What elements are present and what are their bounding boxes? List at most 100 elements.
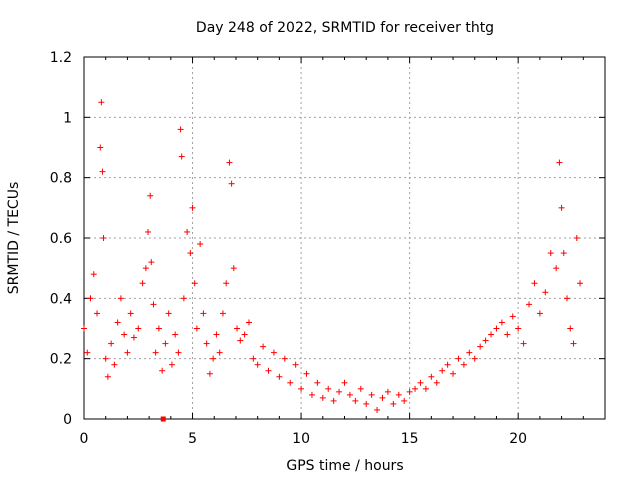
data-point [165, 310, 172, 317]
data-point [346, 391, 353, 398]
data-point [379, 394, 386, 401]
y-tick-label: 0 [63, 412, 72, 428]
data-point [374, 406, 381, 413]
x-tick-label: 10 [292, 431, 310, 447]
data-point [460, 361, 467, 368]
data-point [237, 337, 244, 344]
data-point [526, 301, 533, 308]
data-point [498, 319, 505, 326]
grid [84, 57, 605, 419]
y-tick-label: 1.2 [50, 50, 72, 66]
data-point [298, 385, 305, 392]
data-point [477, 343, 484, 350]
y-tick-label: 1 [63, 110, 72, 126]
data-point [357, 385, 364, 392]
data-point [250, 355, 257, 362]
data-point [509, 313, 516, 320]
data-point [139, 280, 146, 287]
data-point [150, 301, 157, 308]
data-point [520, 340, 527, 347]
data-point [493, 325, 500, 332]
data-point [570, 340, 577, 347]
data-point [197, 241, 204, 248]
data-point [330, 397, 337, 404]
data-point [230, 265, 237, 272]
data-point [395, 391, 402, 398]
y-tick-label: 0.8 [50, 171, 72, 187]
data-point [210, 355, 217, 362]
data-point [219, 310, 226, 317]
data-point [292, 361, 299, 368]
x-tick-label: 0 [80, 431, 89, 447]
data-point [111, 361, 118, 368]
data-point [577, 280, 584, 287]
data-point [234, 325, 241, 332]
data-point [114, 319, 121, 326]
data-points [81, 99, 584, 422]
data-point [223, 280, 230, 287]
data-point [147, 192, 154, 199]
data-point [573, 235, 580, 241]
data-point [175, 349, 182, 356]
x-tick-label: 15 [401, 431, 419, 447]
data-point [121, 331, 128, 338]
data-point [466, 349, 473, 356]
data-point [308, 391, 315, 398]
data-point [265, 367, 272, 374]
data-point [560, 250, 567, 257]
x-tick-label: 20 [509, 431, 527, 447]
data-point [90, 271, 97, 278]
data-point [542, 289, 549, 296]
data-point [276, 373, 283, 380]
data-point [168, 361, 175, 368]
data-point [81, 325, 87, 332]
data-point [99, 168, 106, 175]
data-point [488, 331, 495, 338]
data-point [417, 379, 424, 386]
chart-title: Day 248 of 2022, SRMTID for receiver tht… [196, 20, 494, 36]
data-point [245, 319, 252, 326]
data-point [206, 370, 213, 377]
data-point [102, 355, 109, 362]
y-axis-label: SRMTID / TECUs [6, 182, 22, 295]
data-point [108, 340, 115, 347]
outlier-point [160, 416, 166, 422]
data-point [325, 385, 332, 392]
data-point [216, 349, 223, 356]
data-point [433, 379, 440, 386]
data-point [406, 388, 413, 395]
data-point [303, 370, 310, 377]
y-tick-label: 0.2 [50, 352, 72, 368]
data-point [200, 310, 207, 317]
data-point [314, 379, 321, 386]
data-point [450, 370, 457, 377]
data-point [180, 295, 187, 302]
data-point [162, 340, 169, 347]
data-point [117, 295, 124, 302]
data-point [504, 331, 511, 338]
data-point [148, 259, 155, 266]
data-point [547, 250, 554, 257]
data-point [428, 373, 435, 380]
data-point [130, 334, 137, 341]
data-point [184, 228, 191, 235]
data-point [193, 325, 200, 332]
x-axis-label: GPS time / hours [286, 458, 403, 474]
data-point [439, 367, 446, 374]
data-point [254, 361, 261, 368]
data-point [135, 325, 142, 332]
data-point [203, 340, 210, 347]
y-tick-label: 0.6 [50, 231, 72, 247]
data-point [177, 126, 184, 133]
data-point [444, 361, 451, 368]
data-point [336, 388, 343, 395]
data-point [270, 349, 277, 356]
y-axis: 0 0.2 0.4 0.6 0.8 1 1.2 [50, 50, 605, 428]
data-point [412, 385, 419, 392]
data-point [422, 385, 429, 392]
data-point [260, 343, 267, 350]
data-point [84, 349, 91, 356]
data-point [104, 373, 111, 380]
y-tick-label: 0.4 [50, 291, 72, 307]
